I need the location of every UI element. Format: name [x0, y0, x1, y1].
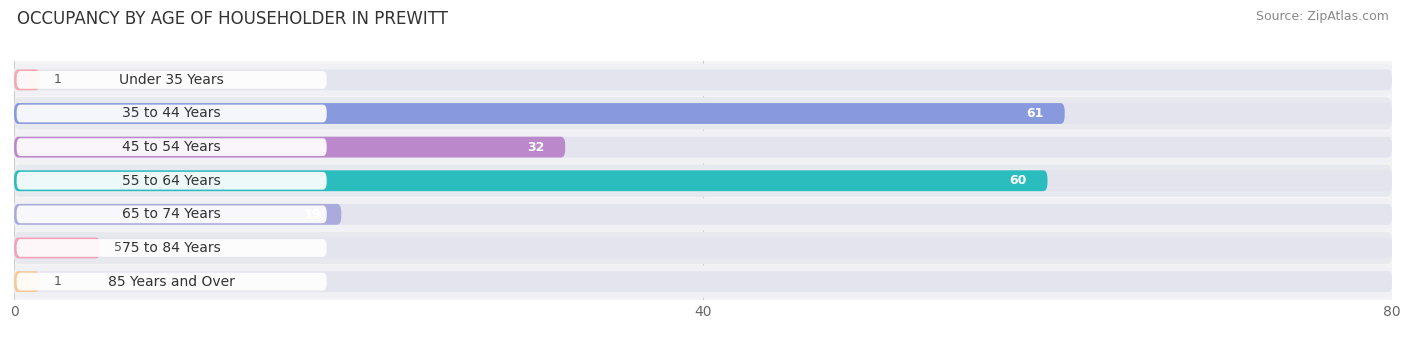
- Text: 55 to 64 Years: 55 to 64 Years: [122, 174, 221, 188]
- Text: 61: 61: [1026, 107, 1045, 120]
- FancyBboxPatch shape: [14, 103, 1392, 124]
- FancyBboxPatch shape: [14, 103, 1064, 124]
- FancyBboxPatch shape: [14, 204, 1392, 225]
- FancyBboxPatch shape: [14, 131, 1392, 163]
- Text: 65 to 74 Years: 65 to 74 Years: [122, 207, 221, 221]
- FancyBboxPatch shape: [14, 170, 1047, 191]
- Text: OCCUPANCY BY AGE OF HOUSEHOLDER IN PREWITT: OCCUPANCY BY AGE OF HOUSEHOLDER IN PREWI…: [17, 10, 449, 28]
- FancyBboxPatch shape: [17, 138, 326, 156]
- FancyBboxPatch shape: [14, 137, 1392, 158]
- FancyBboxPatch shape: [14, 137, 565, 158]
- FancyBboxPatch shape: [17, 239, 326, 257]
- FancyBboxPatch shape: [17, 71, 326, 89]
- Text: 85 Years and Over: 85 Years and Over: [108, 275, 235, 288]
- Text: 5: 5: [114, 241, 122, 254]
- Text: 32: 32: [527, 140, 544, 153]
- Text: 19: 19: [304, 208, 321, 221]
- FancyBboxPatch shape: [14, 165, 1392, 197]
- Text: Source: ZipAtlas.com: Source: ZipAtlas.com: [1256, 10, 1389, 23]
- FancyBboxPatch shape: [14, 70, 1392, 90]
- Text: 1: 1: [53, 275, 62, 288]
- Text: 60: 60: [1010, 174, 1026, 187]
- Text: 1: 1: [53, 73, 62, 86]
- Text: 45 to 54 Years: 45 to 54 Years: [122, 140, 221, 154]
- FancyBboxPatch shape: [14, 198, 1392, 231]
- Text: 35 to 44 Years: 35 to 44 Years: [122, 106, 221, 120]
- FancyBboxPatch shape: [14, 232, 1392, 264]
- FancyBboxPatch shape: [14, 204, 342, 225]
- FancyBboxPatch shape: [14, 238, 100, 258]
- FancyBboxPatch shape: [17, 273, 326, 291]
- FancyBboxPatch shape: [14, 64, 1392, 96]
- FancyBboxPatch shape: [14, 97, 1392, 130]
- FancyBboxPatch shape: [17, 105, 326, 122]
- FancyBboxPatch shape: [17, 172, 326, 190]
- FancyBboxPatch shape: [14, 271, 39, 292]
- Text: Under 35 Years: Under 35 Years: [120, 73, 224, 87]
- FancyBboxPatch shape: [14, 265, 1392, 298]
- FancyBboxPatch shape: [14, 238, 1392, 258]
- Text: 75 to 84 Years: 75 to 84 Years: [122, 241, 221, 255]
- FancyBboxPatch shape: [14, 170, 1392, 191]
- FancyBboxPatch shape: [14, 271, 1392, 292]
- FancyBboxPatch shape: [14, 70, 39, 90]
- FancyBboxPatch shape: [17, 206, 326, 223]
